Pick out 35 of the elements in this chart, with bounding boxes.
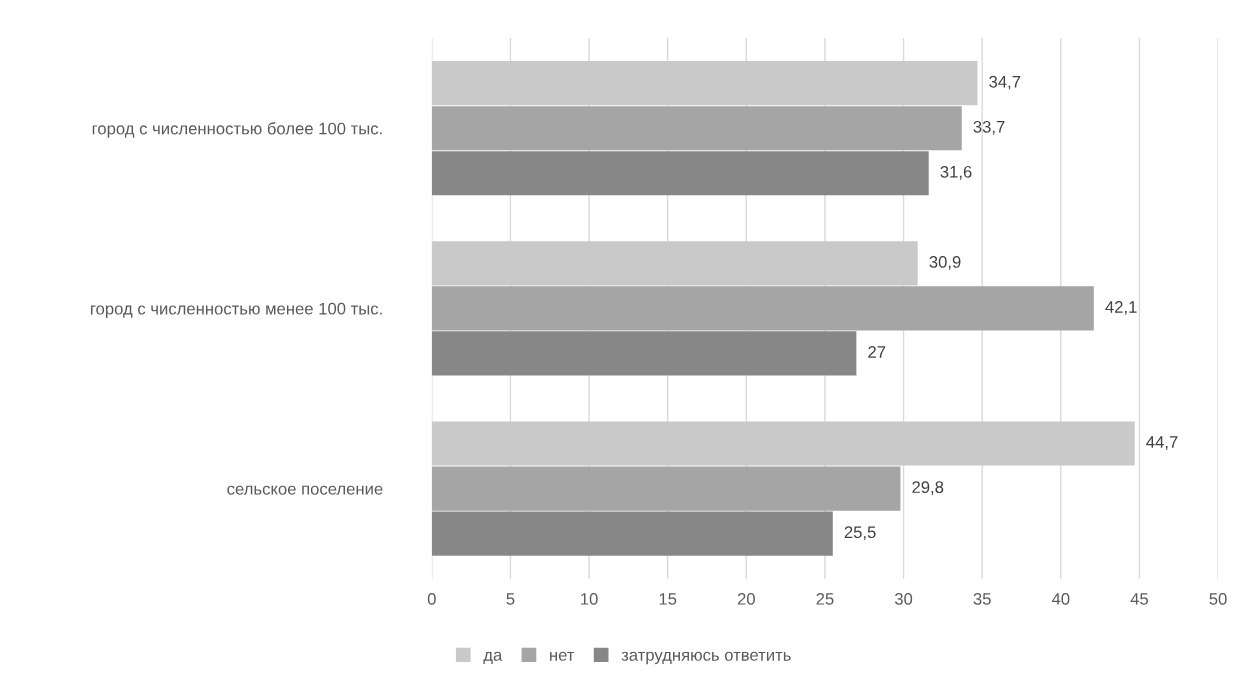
x-tick-label: 50 [1209,592,1227,605]
y-tick-label: город с численностью менее 100 тыс. [91,302,382,318]
data-label: 34,7 [989,75,1021,90]
bar [431,241,918,286]
x-tick-label: 45 [1130,593,1148,605]
bar [431,106,962,151]
bar [431,511,833,556]
data-label: 30,9 [929,256,961,270]
bar [431,421,1135,466]
legend-label: да [483,651,503,664]
data-label: 29,8 [912,481,944,496]
x-tick-label: 20 [737,592,755,605]
x-tick-label: 5 [506,593,515,605]
bar [431,286,1094,331]
x-tick-label: 40 [1051,592,1070,605]
x-tick-label: 15 [659,593,677,605]
legend-label: нет [550,651,575,661]
data-label: 31,6 [940,165,972,180]
x-tick-label: 30 [894,592,913,605]
x-tick-label: 10 [581,592,598,605]
x-tick-label: 35 [973,592,991,605]
y-tick-label: сельское поселение [227,485,383,495]
data-label: 33,7 [973,120,1005,135]
data-label: 42,1 [1105,301,1137,315]
data-label: 44,7 [1146,436,1178,450]
bar [431,331,857,376]
data-label: 27 [868,346,886,358]
x-tick-label: 25 [816,592,834,605]
x-tick-label: 0 [427,592,436,605]
y-tick-label: город с численностью более 100 тыс. [92,122,382,138]
data-label: 25,5 [844,526,876,541]
bar [431,151,929,196]
bar [431,466,901,511]
bar [431,61,978,106]
legend-label: затрудняюсь ответить [621,651,791,665]
